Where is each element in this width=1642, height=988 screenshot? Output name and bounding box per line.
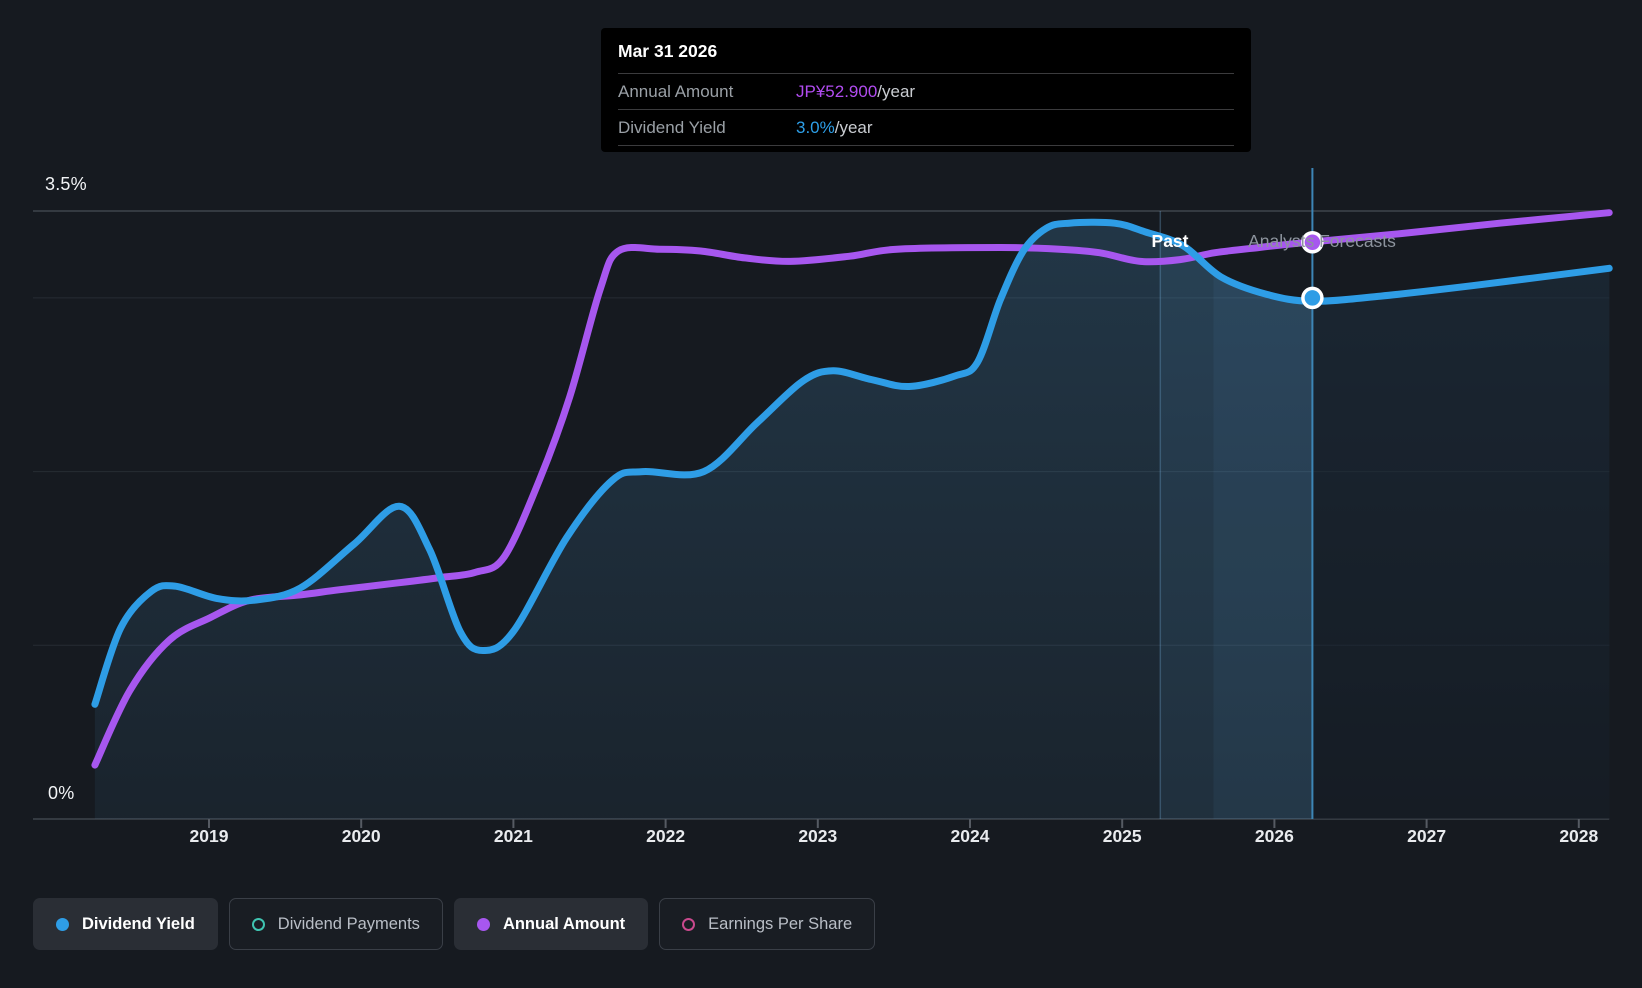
legend-item-dividend-yield[interactable]: Dividend Yield — [33, 898, 218, 950]
legend-item-label: Annual Amount — [502, 914, 626, 933]
legend-item-label: Earnings Per Share — [708, 914, 853, 933]
annual-amount-hover-marker — [1301, 231, 1324, 254]
y-axis-zero-label: 0% — [48, 783, 75, 803]
past-label: Past — [1151, 231, 1189, 251]
tooltip-label: Annual Amount — [618, 81, 734, 101]
x-axis-label-2019: 2019 — [189, 826, 229, 846]
dividend-yield-swatch-icon — [56, 917, 69, 931]
x-axis-label-2025: 2025 — [1102, 826, 1142, 846]
forecast-fill-dim — [1312, 222, 1610, 819]
forecast-portion-of-band — [1213, 222, 1313, 819]
x-axis-label-2024: 2024 — [950, 826, 990, 846]
tooltip-suffix: /year — [834, 117, 873, 137]
dividend-yield-area-fill — [94, 222, 1610, 819]
tooltip-label: Dividend Yield — [618, 117, 726, 137]
y-axis-top-label: 3.5% — [45, 174, 87, 194]
earnings-per-share-swatch-icon — [682, 917, 696, 931]
annual-amount-swatch-icon — [476, 917, 490, 931]
tooltip-value: 3.0% — [796, 117, 835, 137]
legend-item-dividend-payments[interactable]: Dividend Payments — [228, 898, 443, 950]
dividend-payments-swatch-icon — [251, 917, 265, 931]
tooltip-value: JP¥52.900 — [796, 81, 878, 101]
tooltip-date: Mar 31 2026 — [618, 41, 718, 61]
dividend-yield-line — [91, 218, 1613, 708]
tooltip-row-annual-amount: Annual Amount JP¥52.900/year — [618, 73, 1234, 109]
legend: Dividend Yield Dividend Payments Annual Am… — [33, 898, 876, 950]
dividend-yield-hover-marker — [1301, 286, 1324, 310]
x-axis-label-2020: 2020 — [341, 826, 381, 846]
legend-item-annual-amount[interactable]: Annual Amount — [453, 898, 649, 950]
x-axis-label-2026: 2026 — [1254, 826, 1294, 846]
legend-item-label: Dividend Payments — [277, 914, 420, 933]
hover-year-band — [1160, 222, 1313, 819]
analysts-forecasts-label: Analysts Forecasts — [1248, 231, 1396, 251]
x-axis-label-2022: 2022 — [646, 826, 686, 846]
x-axis-label-2021: 2021 — [493, 826, 533, 846]
x-axis-label-2027: 2027 — [1407, 826, 1447, 846]
hover-tooltip: Mar 31 2026 Annual Amount JP¥52.900/year… — [601, 28, 1251, 152]
tooltip-row-dividend-yield: Dividend Yield 3.0%/year — [618, 109, 1234, 146]
tooltip-suffix: /year — [877, 81, 916, 101]
legend-item-label: Dividend Yield — [82, 914, 195, 933]
x-axis-label-2028: 2028 — [1559, 826, 1599, 846]
x-axis-label-2023: 2023 — [798, 826, 838, 846]
annual-amount-line — [91, 209, 1613, 769]
legend-item-earnings-per-share[interactable]: Earnings Per Share — [659, 898, 876, 950]
